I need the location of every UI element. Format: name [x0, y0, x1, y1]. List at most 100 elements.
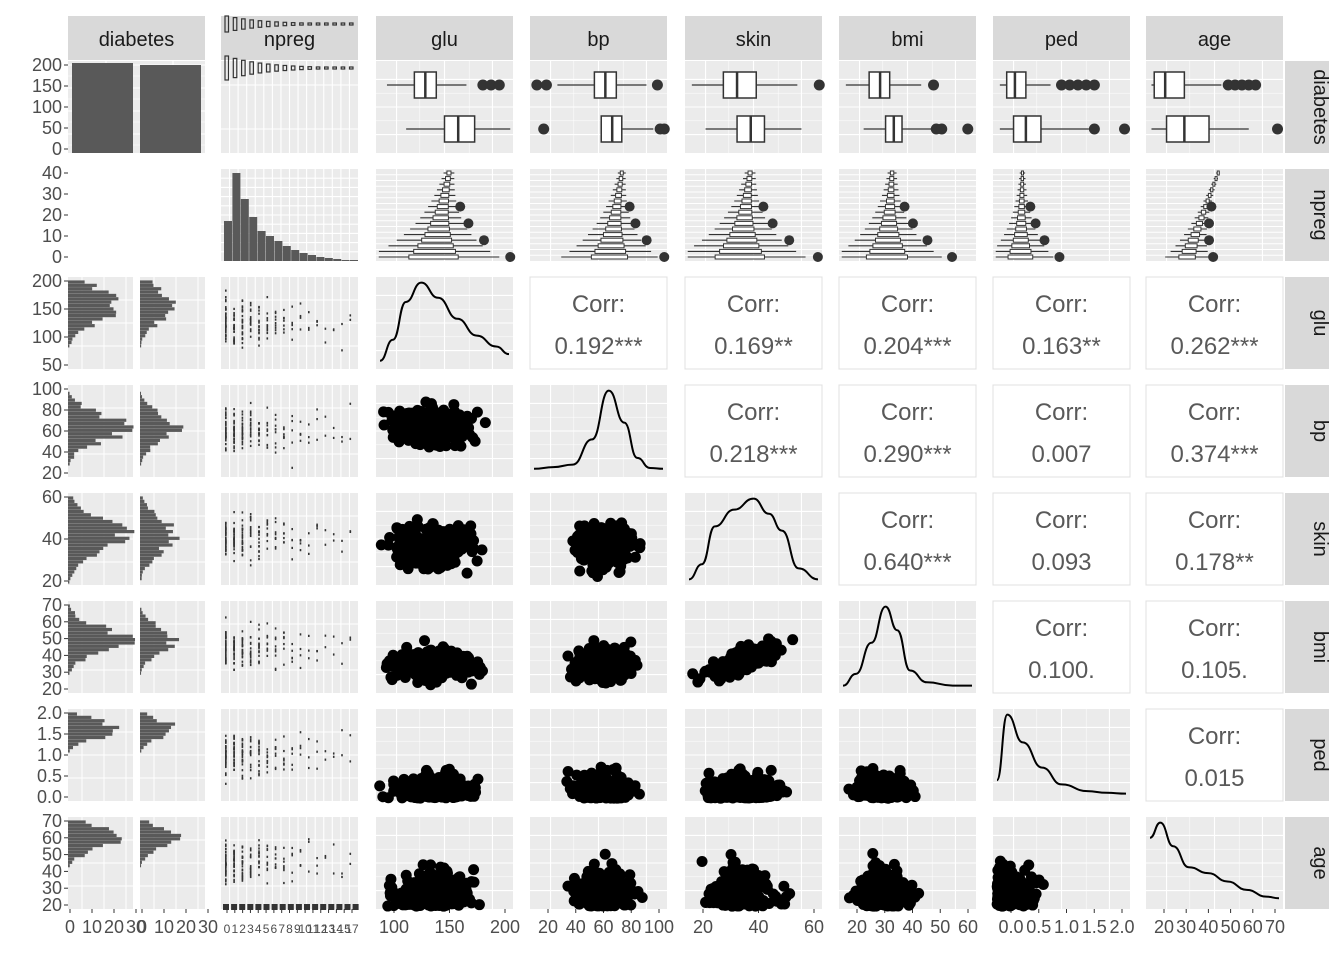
dot-mark [283, 426, 285, 429]
dot-mark [249, 411, 252, 415]
scatter-point [687, 668, 699, 680]
dot-mark [241, 745, 244, 749]
hist-bar-h [68, 320, 93, 324]
dot-mark [225, 449, 227, 452]
dot-mark [258, 760, 260, 763]
dot-mark [241, 309, 244, 312]
dot-mark [225, 633, 227, 637]
dot-mark [233, 449, 235, 453]
dot-mark [258, 660, 260, 663]
dot-mark [316, 438, 318, 441]
panel-density-glu-grid [376, 277, 513, 369]
hist-bar-h [68, 546, 104, 550]
dot-mark [233, 551, 235, 555]
dot-mark [225, 869, 227, 873]
panel-scatter-ped-bmi-grid [839, 709, 976, 801]
dot-mark [233, 419, 235, 423]
box [432, 215, 449, 221]
hist-bar-h [68, 732, 113, 736]
dot-mark [233, 326, 235, 329]
dot-mark [241, 640, 244, 644]
box [880, 220, 898, 226]
dot-mark [332, 426, 335, 430]
dot-mark [225, 430, 227, 433]
dot-mark [233, 431, 235, 434]
hist-bar-h [68, 658, 86, 662]
dot-mark [233, 336, 235, 339]
dot-mark [258, 422, 260, 425]
mini-box [324, 22, 329, 26]
hist-bar-h [68, 719, 105, 723]
outlier-point [962, 123, 974, 135]
strip-top-age [1146, 16, 1283, 60]
x-tick-label: 17 [345, 922, 359, 936]
panel-diabetes-bmi-grid [839, 61, 976, 153]
dot-mark [241, 776, 244, 780]
dot-mark [341, 440, 343, 443]
dot-mark [299, 549, 302, 552]
dot-mark [291, 642, 293, 646]
box [1207, 192, 1212, 198]
hist-bar-h [68, 543, 108, 547]
hist-bar-h [140, 570, 143, 574]
dot-mark [225, 298, 227, 301]
box [413, 248, 456, 254]
outlier-point [659, 252, 670, 262]
y-tick-label: 2.0 [37, 703, 62, 723]
dot-mark [225, 426, 227, 429]
dot-mark [258, 862, 260, 865]
dot-mark [316, 659, 318, 662]
box [1020, 181, 1025, 187]
x-tick-label: 40 [748, 917, 768, 937]
scatter-bp-glu [378, 396, 491, 453]
hist-bar-h [68, 458, 71, 463]
box [1017, 215, 1026, 221]
hist-bar-h [140, 526, 166, 530]
hist-bar-h [140, 671, 142, 675]
dot-mark [274, 451, 277, 454]
mini-box [249, 61, 254, 75]
dot-mark [241, 763, 244, 766]
strip-label-top: bmi [891, 29, 923, 51]
box [885, 198, 895, 204]
hist-bar [316, 257, 325, 261]
hist-bar-h [140, 746, 144, 750]
dot-mark [249, 650, 252, 653]
box [872, 243, 903, 249]
box [616, 187, 623, 193]
outlier-point [1039, 235, 1050, 246]
mini-box [340, 66, 346, 70]
dot-mark [274, 533, 277, 536]
hist-bar-h [140, 499, 145, 503]
scatter-point [419, 431, 431, 443]
scatter-point [623, 657, 635, 669]
dot-mark [274, 857, 277, 860]
dot-mark [266, 317, 269, 320]
box [619, 170, 624, 176]
dot-mark [258, 338, 260, 341]
box [1005, 71, 1027, 99]
dot-mark [324, 758, 327, 761]
hist-bar-h [68, 340, 72, 345]
dot-mark [316, 523, 318, 526]
dot-mark [225, 324, 227, 327]
y-tick-label: 70 [42, 595, 62, 615]
dot-mark [233, 758, 235, 761]
hist-bar [224, 221, 232, 261]
box [430, 220, 450, 226]
dot-mark [283, 869, 285, 872]
bar-diabetes-No [72, 63, 133, 153]
dot-mark [233, 427, 235, 430]
npreg-marker [320, 904, 327, 910]
dot-mark [233, 318, 235, 321]
dot-mark [233, 311, 235, 315]
dot-mark [249, 661, 252, 664]
outlier-point [658, 123, 670, 135]
dot-mark [233, 642, 235, 646]
x-tick-label: 60 [1243, 917, 1263, 937]
dot-mark [249, 431, 252, 434]
dot-mark [249, 659, 252, 662]
dot-mark [225, 839, 227, 842]
dot-mark [225, 407, 227, 410]
hist-bar-h [140, 560, 153, 564]
